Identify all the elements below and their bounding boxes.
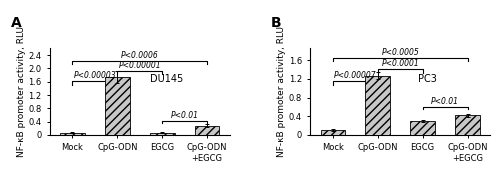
Text: P<0.0005: P<0.0005 bbox=[382, 48, 419, 57]
Text: B: B bbox=[271, 16, 281, 30]
Text: P<0.00007: P<0.00007 bbox=[334, 71, 376, 80]
Text: P<0.00003: P<0.00003 bbox=[74, 71, 116, 80]
Text: P<0.0001: P<0.0001 bbox=[382, 59, 419, 68]
Bar bbox=[195, 126, 220, 135]
Bar bbox=[150, 133, 174, 135]
Bar bbox=[366, 76, 390, 135]
Y-axis label: NF-κB promoter activity, RLU: NF-κB promoter activity, RLU bbox=[277, 26, 286, 157]
Text: P<0.01: P<0.01 bbox=[170, 111, 198, 120]
Bar bbox=[105, 77, 130, 135]
Text: P<0.01: P<0.01 bbox=[431, 97, 459, 106]
Text: PC3: PC3 bbox=[418, 74, 436, 84]
Bar bbox=[60, 133, 85, 135]
Text: P<0.0006: P<0.0006 bbox=[121, 51, 158, 60]
Text: DU145: DU145 bbox=[150, 74, 184, 84]
Bar bbox=[320, 130, 345, 135]
Bar bbox=[410, 121, 435, 135]
Text: A: A bbox=[10, 16, 21, 30]
Bar bbox=[455, 115, 480, 135]
Text: P<0.00001: P<0.00001 bbox=[118, 61, 161, 70]
Y-axis label: NF-κB promoter activity, RLU: NF-κB promoter activity, RLU bbox=[16, 26, 26, 157]
